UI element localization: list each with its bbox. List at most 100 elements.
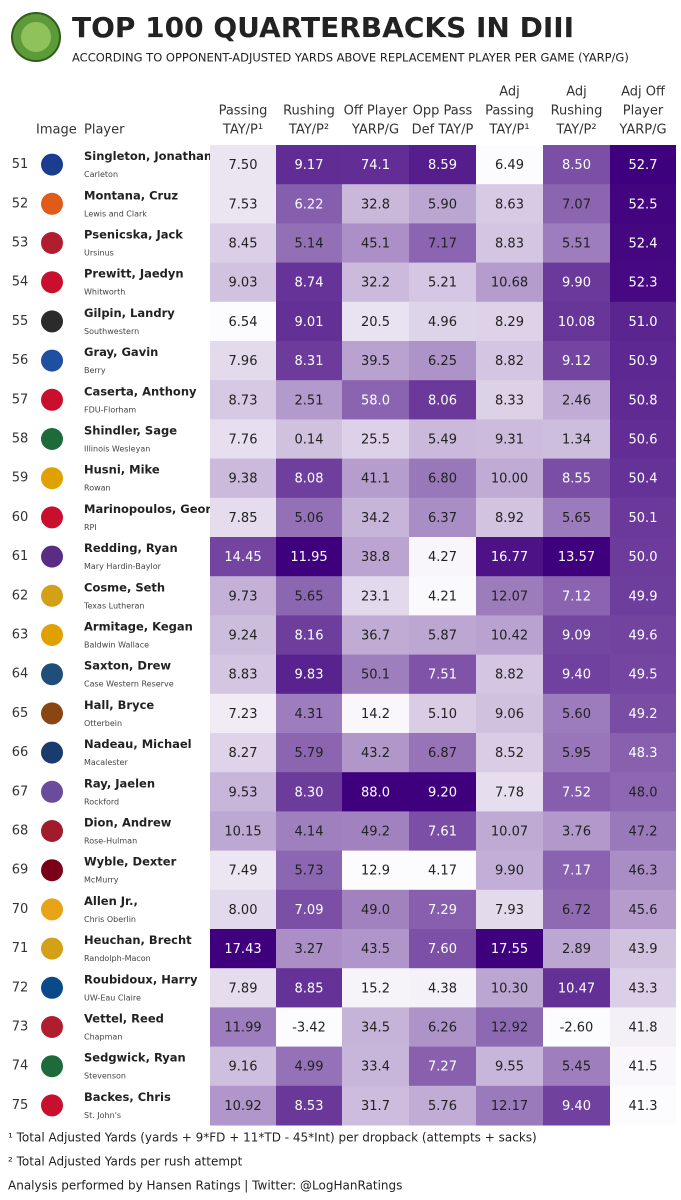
heat-cell [276, 733, 342, 773]
heat-cell [543, 380, 610, 420]
cell-value: 52.3 [629, 276, 658, 291]
heat-cell [610, 380, 676, 420]
heat-cell [610, 262, 676, 303]
player-name: Caserta, Anthony [84, 384, 197, 398]
cell-value: 34.5 [361, 1021, 390, 1036]
cell-value: 9.73 [229, 589, 258, 604]
player-name: Nadeau, Michael [84, 737, 192, 751]
heat-cell [276, 615, 342, 656]
rank: 75 [12, 1098, 29, 1113]
cell-value: 15.2 [361, 981, 390, 996]
school: Macalester [84, 758, 128, 767]
cell-value: 7.60 [428, 942, 457, 957]
heat-cell [476, 1007, 543, 1048]
column-header: Player [84, 123, 125, 138]
rank: 73 [12, 1020, 29, 1035]
heat-cell [210, 458, 276, 499]
heat-cell [342, 145, 409, 185]
heat-cell [276, 184, 342, 224]
cell-value: 8.50 [562, 158, 591, 173]
cell-value: 8.83 [495, 237, 524, 252]
heat-cell [409, 1007, 476, 1048]
cell-value: 6.72 [562, 903, 591, 918]
cell-value: 7.53 [229, 197, 258, 212]
cell-value: 9.31 [495, 433, 524, 448]
footnote: ¹ Total Adjusted Yards (yards + 9*FD + 1… [8, 1131, 537, 1145]
heat-cell [276, 929, 342, 969]
cell-value: 12.9 [361, 864, 390, 879]
cell-value: 49.0 [361, 903, 390, 918]
heat-cell [543, 537, 610, 577]
cell-value: 5.73 [295, 864, 324, 879]
heat-cell [276, 1046, 342, 1087]
player-name: Allen Jr., [84, 894, 138, 908]
heat-cell [210, 889, 276, 930]
cell-value: 43.5 [361, 942, 390, 957]
player-name: Ray, Jaelen [84, 776, 155, 790]
column-header: Off Player [344, 104, 408, 119]
heat-cell [543, 733, 610, 773]
player-name: Shindler, Sage [84, 424, 177, 438]
cell-value: 6.25 [428, 354, 457, 369]
team-logo [41, 545, 63, 568]
player-name: Dion, Andrew [84, 816, 172, 830]
school: Chapman [84, 1033, 122, 1042]
heat-cell [342, 654, 409, 695]
school: Lewis and Clark [84, 209, 147, 218]
cell-value: 8.16 [295, 629, 324, 644]
cell-value: 49.5 [629, 668, 658, 683]
school: UW-Eau Claire [84, 993, 141, 1002]
heat-cell [409, 1046, 476, 1087]
rank: 55 [12, 314, 29, 329]
player-name: Redding, Ryan [84, 541, 178, 555]
heat-cell [276, 968, 342, 1008]
school: Case Western Reserve [84, 680, 174, 689]
heat-cell [210, 811, 276, 852]
heat-cell [476, 419, 543, 460]
cell-value: 9.83 [295, 668, 324, 683]
heat-cell [342, 889, 409, 930]
heat-cell [276, 811, 342, 852]
cell-value: 9.40 [562, 1099, 591, 1114]
cell-value: 49.6 [629, 629, 658, 644]
column-header: Adj [566, 85, 587, 100]
heat-cell [543, 654, 610, 695]
rank: 66 [12, 745, 29, 760]
cell-value: 7.52 [562, 785, 591, 800]
heat-cell [610, 341, 676, 381]
rank: 67 [12, 784, 29, 799]
heat-cell [476, 145, 543, 185]
cell-value: 41.3 [629, 1099, 658, 1114]
heat-cell [409, 772, 476, 812]
cell-value: 7.96 [229, 354, 258, 369]
cell-value: 8.55 [562, 472, 591, 487]
column-header: Rushing [283, 104, 335, 119]
cell-value: 49.2 [361, 825, 390, 840]
heat-cell [543, 772, 610, 812]
heat-cell [476, 733, 543, 773]
cell-value: 10.42 [491, 629, 528, 644]
cell-value: 8.52 [495, 746, 524, 761]
heat-cell [476, 223, 543, 264]
heat-cell [276, 889, 342, 930]
heat-cell [476, 1085, 543, 1126]
heat-cell [476, 537, 543, 577]
cell-value: 41.1 [361, 472, 390, 487]
cell-value: 10.47 [558, 981, 595, 996]
team-logo [41, 702, 63, 725]
cell-value: 4.31 [295, 707, 324, 722]
cell-value: 10.00 [491, 472, 528, 487]
heat-cell [610, 223, 676, 264]
school: RPI [84, 523, 97, 532]
cell-value: 45.1 [361, 237, 390, 252]
heat-cell [210, 341, 276, 381]
heat-cell [342, 537, 409, 577]
rank: 58 [12, 432, 29, 447]
cell-value: 58.0 [361, 393, 390, 408]
heat-cell [543, 419, 610, 460]
heat-cell [409, 576, 476, 616]
cell-value: 10.07 [491, 825, 528, 840]
heat-cell [476, 262, 543, 303]
heat-cell [342, 968, 409, 1008]
cell-value: 5.21 [428, 276, 457, 291]
